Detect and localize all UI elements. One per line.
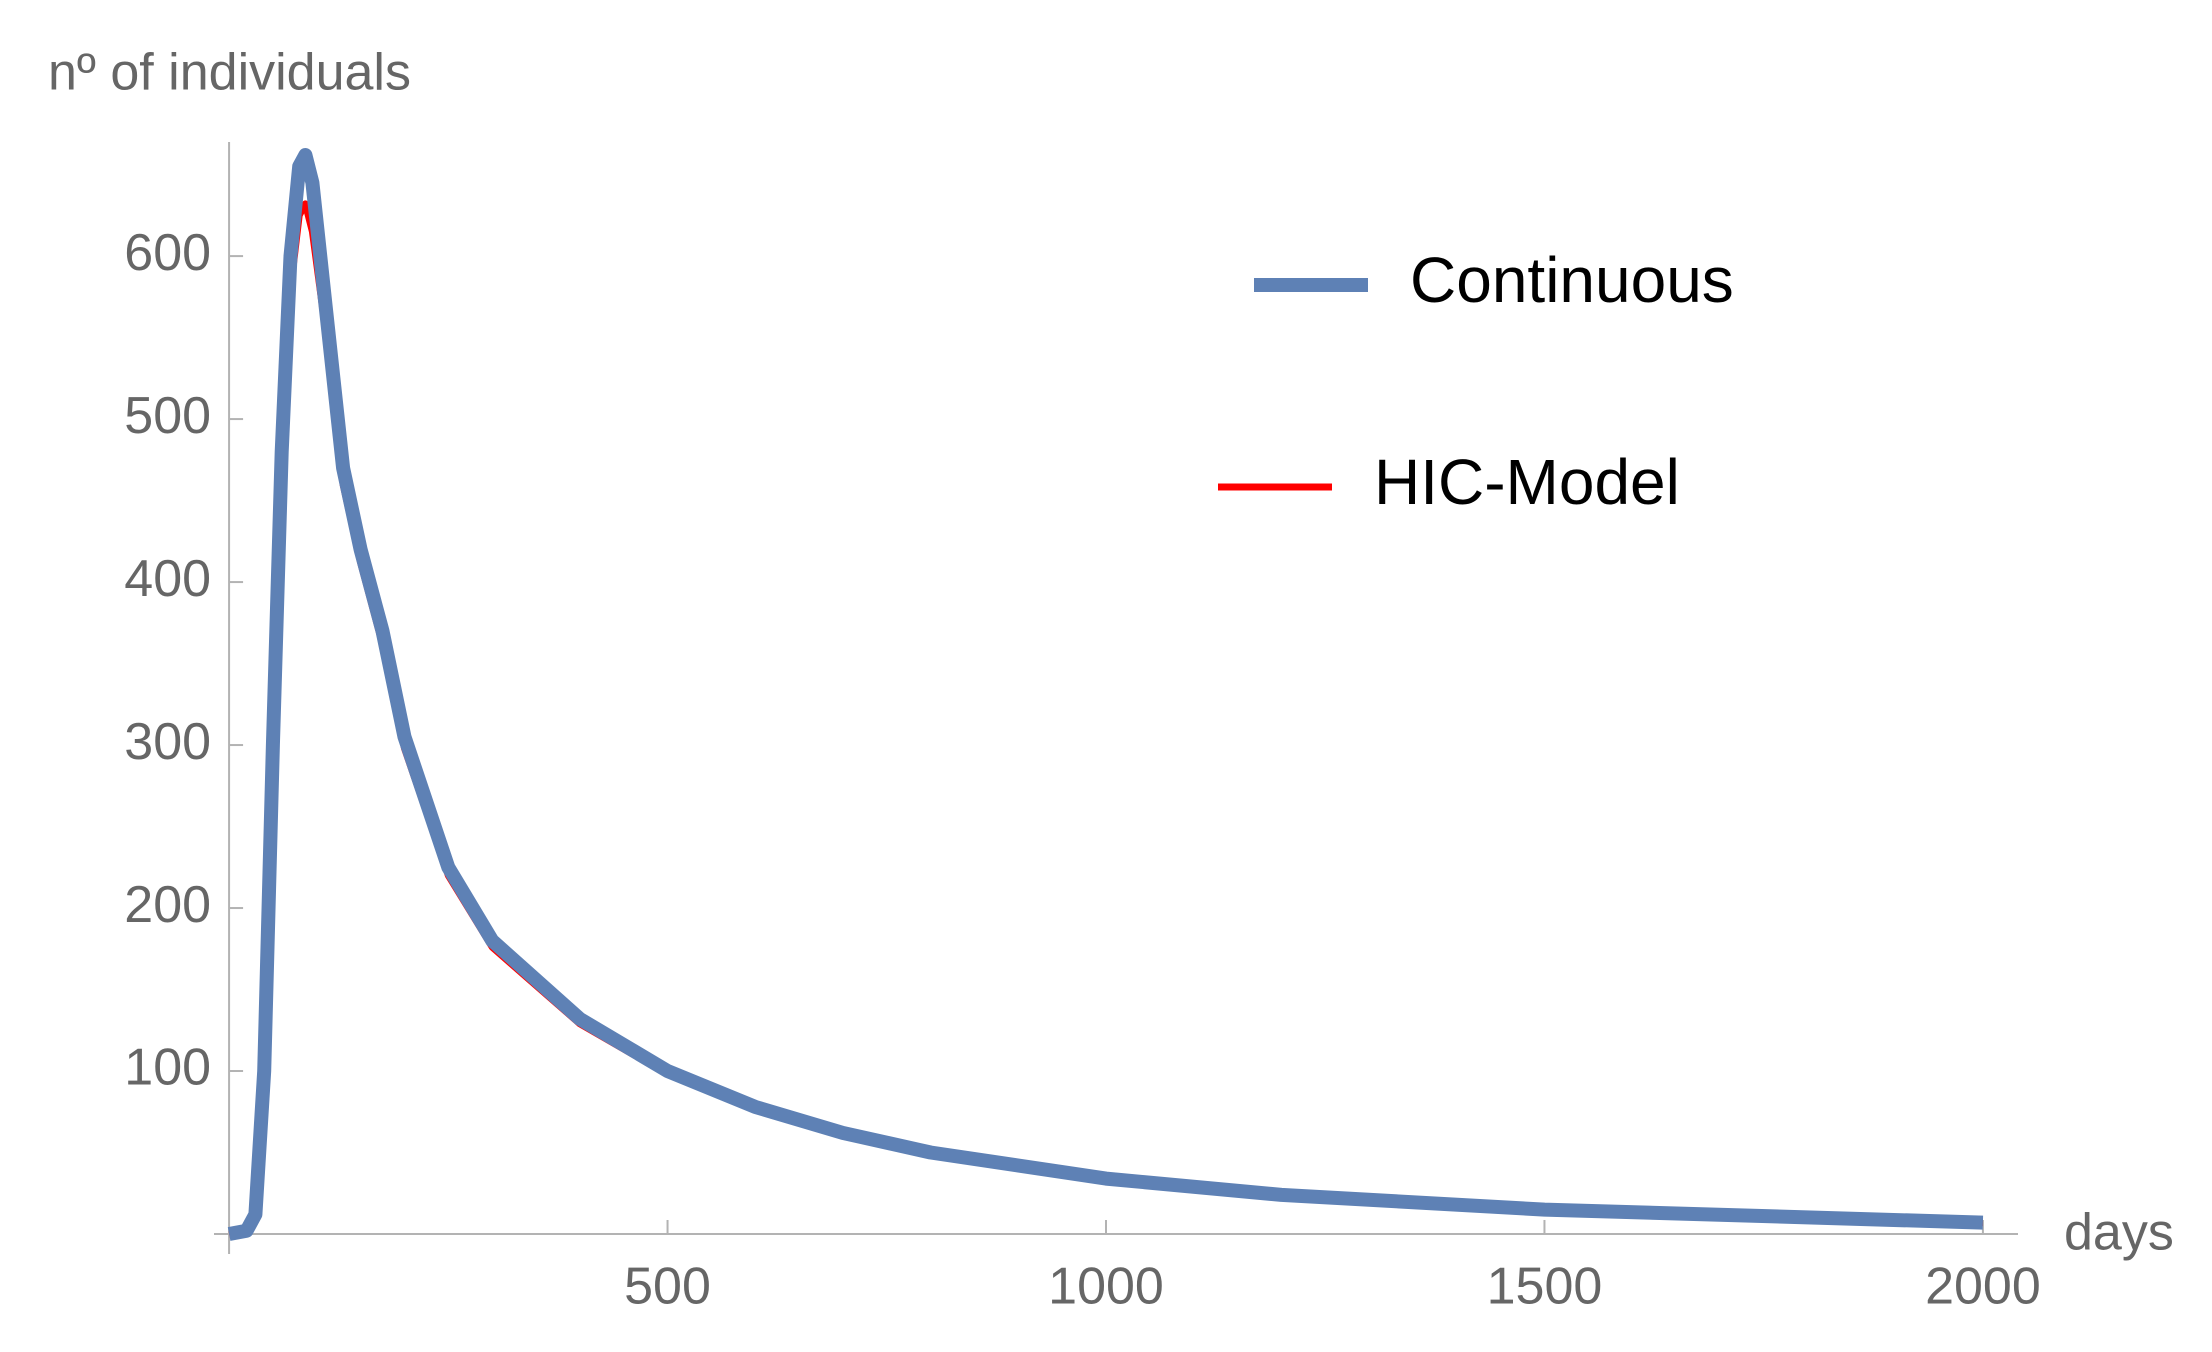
y-tick-label: 400 [124,550,211,608]
series-line [228,200,1983,1238]
y-tick-label: 100 [124,1039,211,1097]
y-tick-label: 500 [124,387,211,445]
legend-label: HIC-Model [1374,446,1680,518]
x-axis-title: days [2064,1204,2174,1262]
legend-label: Continuous [1410,244,1734,316]
x-tick-label: 2000 [1925,1258,2041,1316]
y-axis-title: nº of individuals [48,44,411,102]
series-line [227,148,1984,1241]
y-tick-label: 200 [124,876,211,934]
x-tick-label: 1000 [1048,1258,1164,1316]
y-tick-label: 600 [124,224,211,282]
x-tick-label: 1500 [1487,1258,1603,1316]
y-tick-label: 300 [124,713,211,771]
x-tick-label: 500 [624,1258,711,1316]
